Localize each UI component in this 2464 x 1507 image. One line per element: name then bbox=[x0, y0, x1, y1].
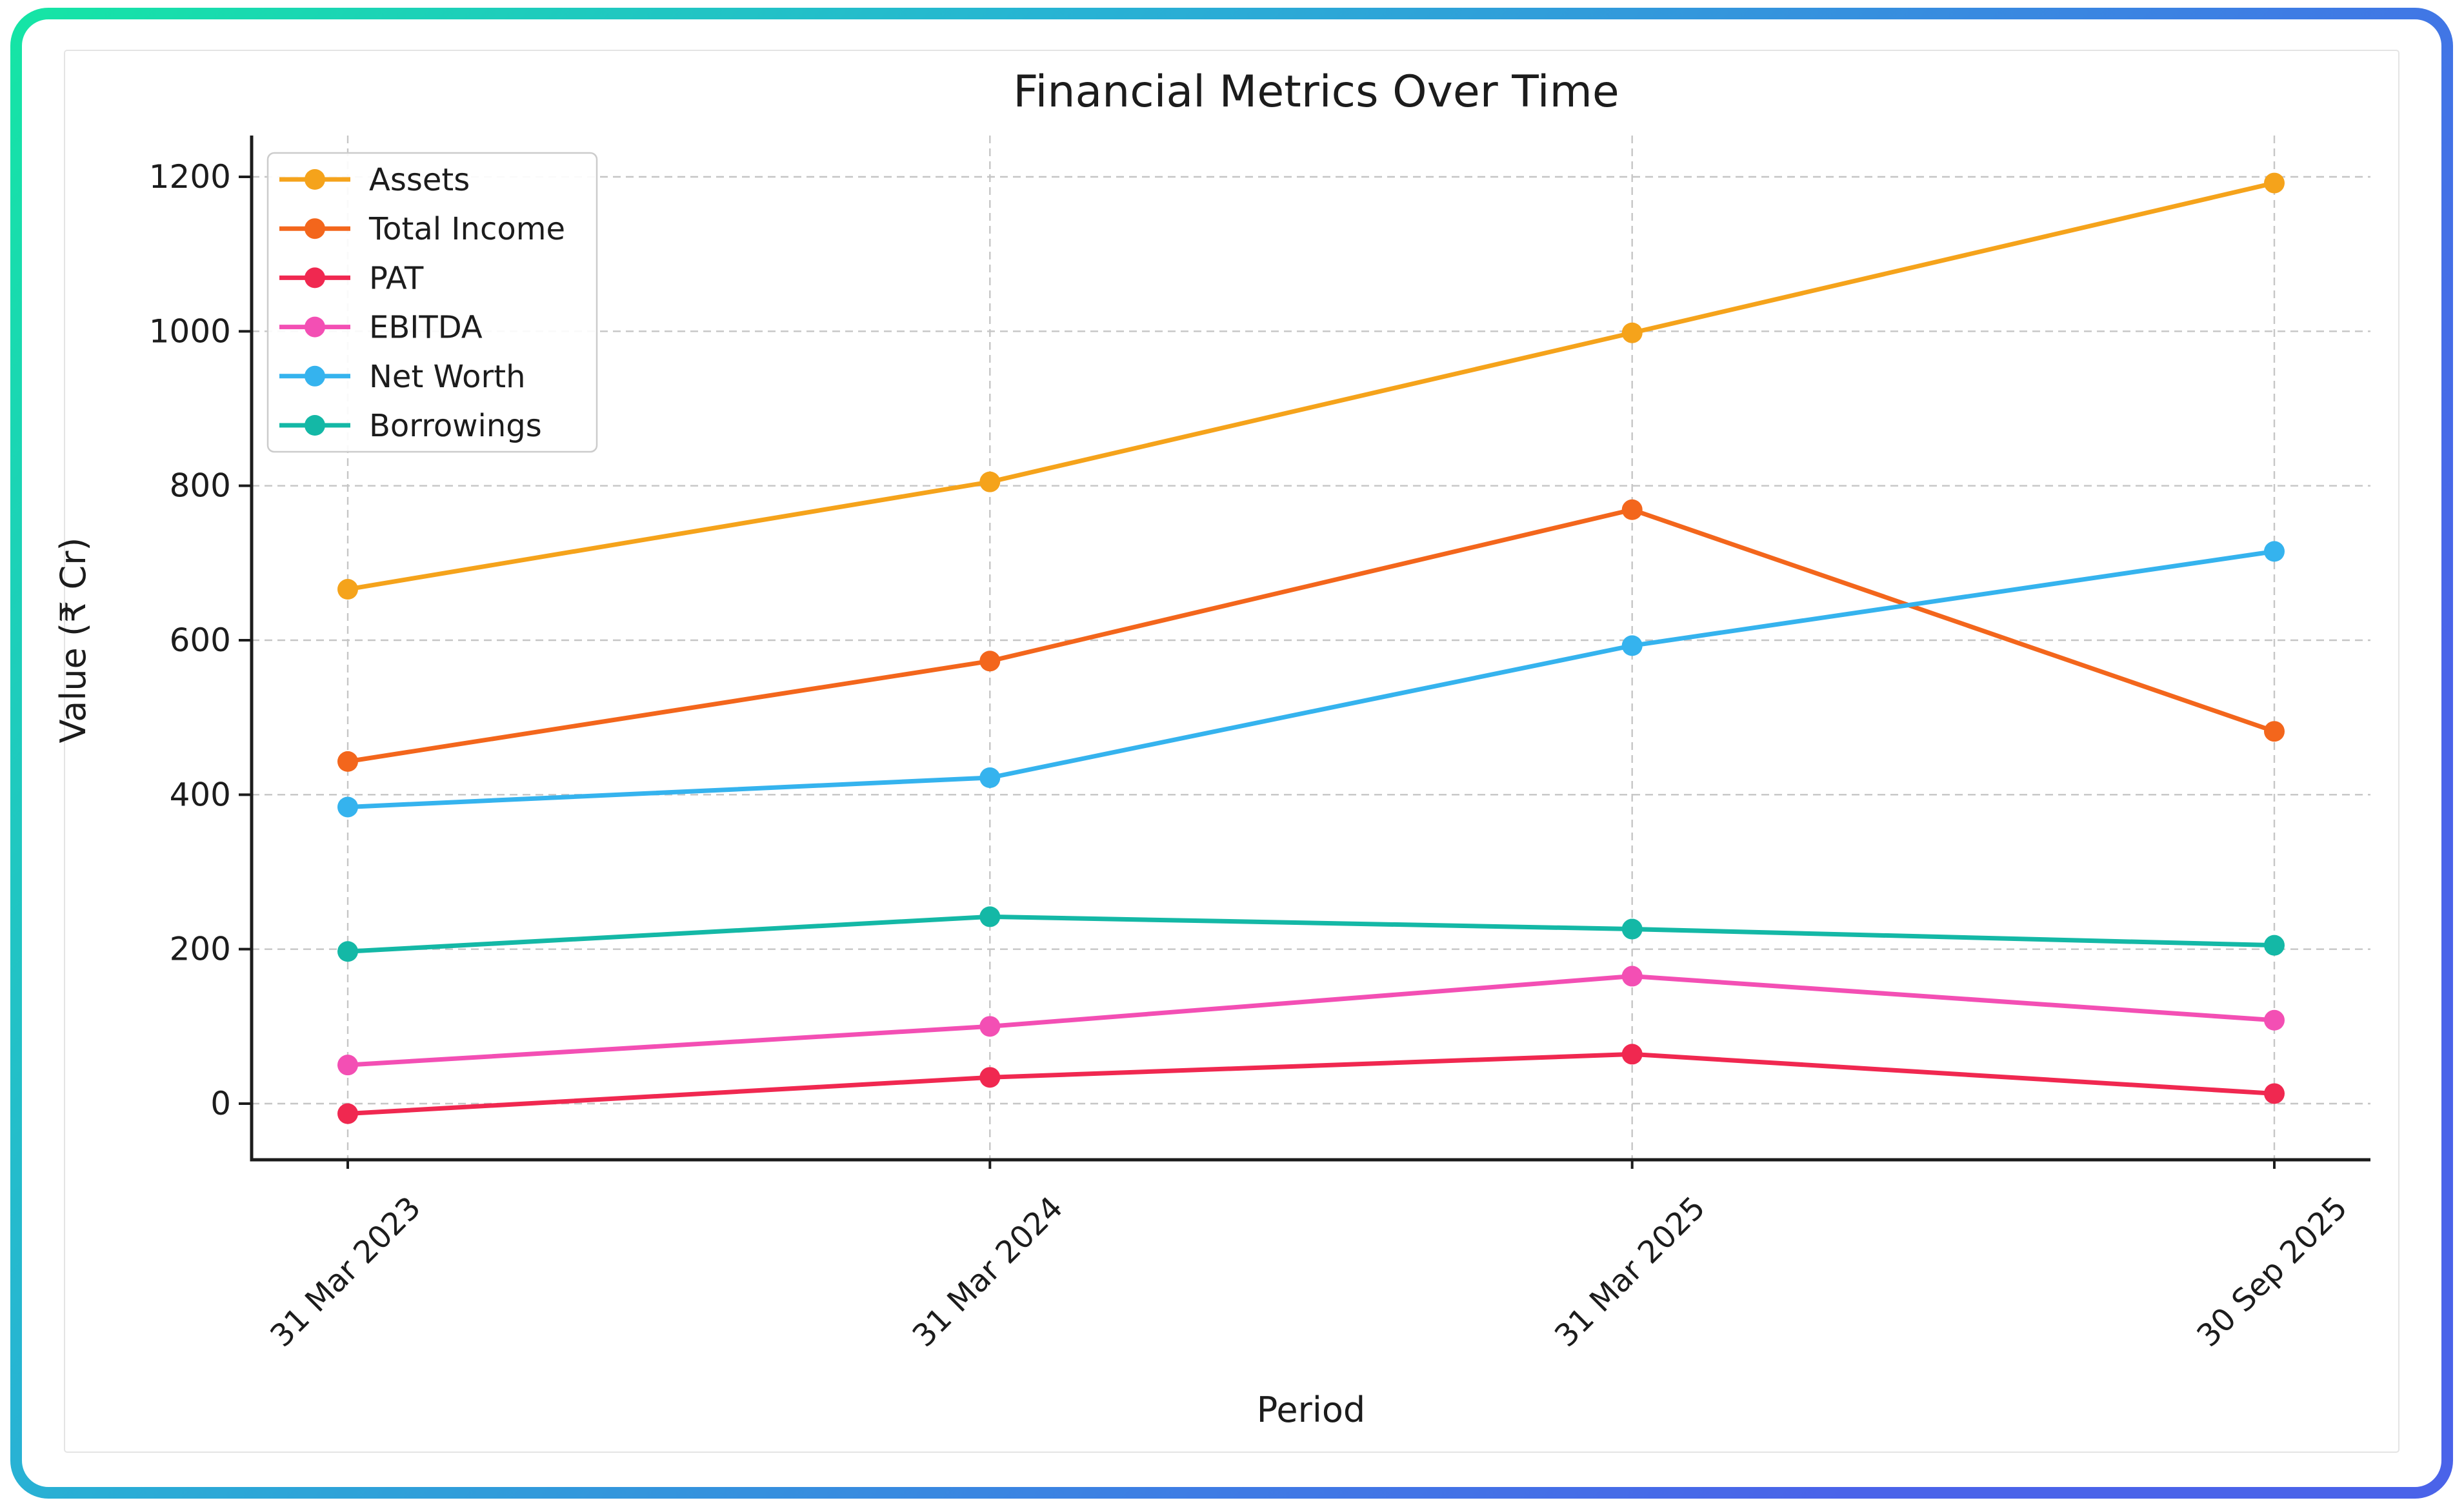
legend-marker bbox=[305, 415, 325, 436]
data-point-marker bbox=[979, 1067, 1001, 1088]
data-point-marker bbox=[337, 796, 358, 818]
series-line-ebitda bbox=[345, 974, 2277, 1067]
data-point-marker bbox=[2264, 721, 2285, 742]
y-tick-label: 600 bbox=[170, 622, 231, 659]
legend-label: Net Worth bbox=[369, 359, 526, 395]
data-point-marker bbox=[979, 471, 1001, 492]
data-point-marker bbox=[337, 1055, 358, 1076]
data-point-marker bbox=[1621, 1044, 1643, 1065]
legend-label: Total Income bbox=[368, 211, 565, 247]
series-line-borrowings bbox=[345, 914, 2277, 954]
y-tick-label: 1200 bbox=[149, 158, 231, 196]
data-point-marker bbox=[979, 906, 1001, 927]
data-point-marker bbox=[979, 651, 1001, 672]
legend: Assets Total Income PAT EBITDA Net Worth Borr… bbox=[266, 152, 598, 453]
y-tick-label: 1000 bbox=[149, 312, 231, 350]
data-point-marker bbox=[337, 579, 358, 600]
chart-title: Financial Metrics Over Time bbox=[1013, 66, 1619, 117]
y-tick-label: 0 bbox=[210, 1085, 231, 1122]
data-point-marker bbox=[337, 1103, 358, 1124]
data-series bbox=[337, 172, 2285, 1124]
series-line-net-worth bbox=[345, 549, 2277, 809]
data-point-marker bbox=[337, 751, 358, 772]
legend-label: Borrowings bbox=[369, 408, 542, 444]
legend-marker bbox=[305, 267, 325, 288]
data-point-marker bbox=[1621, 635, 1643, 656]
data-point-marker bbox=[979, 1016, 1001, 1037]
data-point-marker bbox=[1621, 966, 1643, 987]
data-point-marker bbox=[2264, 1083, 2285, 1104]
series-line-total-income bbox=[345, 507, 2277, 764]
data-point-marker bbox=[2264, 1009, 2285, 1031]
legend-label: Assets bbox=[369, 162, 470, 198]
data-point-marker bbox=[337, 941, 358, 962]
y-tick-label: 200 bbox=[170, 931, 231, 968]
data-point-marker bbox=[1621, 322, 1643, 343]
y-tick-label: 400 bbox=[170, 776, 231, 813]
y-axis-title: Value (₹ Cr) bbox=[53, 537, 94, 743]
legend-label: PAT bbox=[369, 260, 424, 296]
legend-marker bbox=[305, 365, 325, 387]
data-point-marker bbox=[1621, 499, 1643, 520]
data-point-marker bbox=[1621, 918, 1643, 940]
gridlines bbox=[252, 136, 2370, 1160]
data-point-marker bbox=[2264, 172, 2285, 194]
legend-label: EBITDA bbox=[369, 310, 483, 346]
y-tick-label: 800 bbox=[170, 467, 231, 505]
x-axis-title: Period bbox=[1257, 1390, 1365, 1430]
series-line-assets bbox=[345, 181, 2277, 592]
data-point-marker bbox=[979, 767, 1001, 789]
legend-marker bbox=[305, 218, 325, 239]
data-point-marker bbox=[2264, 935, 2285, 956]
data-point-marker bbox=[2264, 541, 2285, 562]
legend-marker bbox=[305, 316, 325, 338]
legend-marker bbox=[305, 169, 325, 190]
series-line-pat bbox=[345, 1051, 2277, 1117]
figure-card bbox=[64, 50, 2399, 1453]
